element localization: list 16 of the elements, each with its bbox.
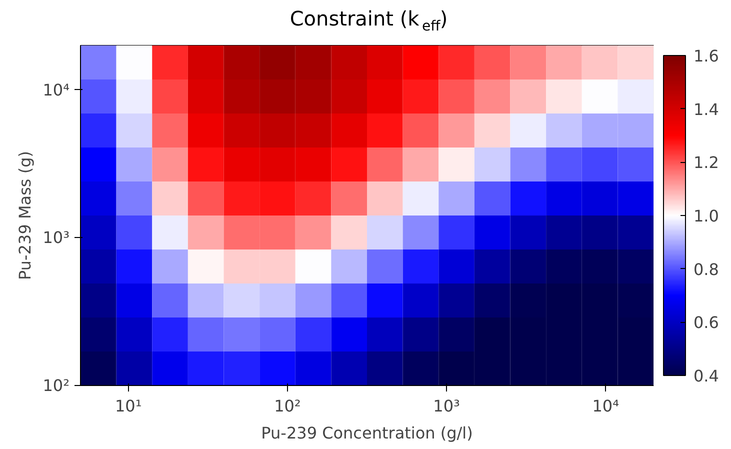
- x-tick-label: 10¹: [115, 396, 142, 416]
- color-bar-label: 0.8: [694, 260, 719, 279]
- color-bar-label: 0.4: [694, 366, 719, 386]
- color-bar-label: 1.4: [694, 100, 719, 119]
- x-tick-label: 10⁴: [592, 396, 620, 416]
- y-tick-label: 10³: [42, 228, 70, 248]
- color-bar-label: 1.2: [694, 153, 719, 172]
- y-axis-title: Pu-239 Mass (g): [16, 151, 35, 280]
- y-tick-label: 10²: [42, 376, 70, 395]
- x-tick-label: 10³: [433, 396, 460, 416]
- color-bar-label: 0.6: [694, 313, 719, 332]
- x-axis-title: Pu-239 Concentration (g/l): [261, 424, 473, 442]
- y-tick-label: 10⁴: [42, 80, 70, 100]
- x-tick-label: 10²: [274, 396, 301, 416]
- color-bar-label: 1.6: [694, 46, 719, 66]
- color-bar-label: 1.0: [694, 206, 719, 226]
